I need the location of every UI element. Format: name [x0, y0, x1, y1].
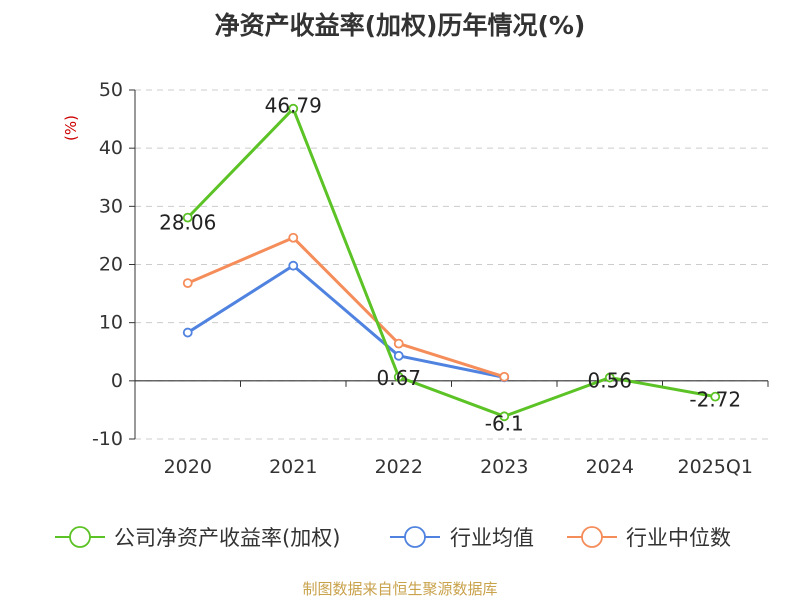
data-point-company [393, 372, 404, 382]
series-line-industry-avg [186, 264, 505, 379]
y-tick-label: 30 [99, 195, 123, 217]
legend-marker-industry-median [581, 526, 603, 548]
data-label: 0.56 [587, 369, 632, 393]
data-point-company [710, 391, 721, 402]
data-point-industry-avg [182, 327, 193, 338]
data-point-company [604, 372, 615, 383]
series-line-industry-median [187, 236, 505, 379]
data-point-company [499, 411, 510, 422]
y-tick-label: 0 [111, 370, 123, 392]
data-label: -2.72 [689, 388, 741, 412]
x-tick-label: 2024 [586, 456, 634, 478]
y-tick-label: 40 [99, 137, 123, 159]
legend-label-company: 公司净资产收益率(加权) [114, 526, 340, 550]
source-note: 制图数据来自恒生聚源数据库 [302, 580, 498, 598]
y-tick-label: 10 [99, 312, 123, 334]
data-point-industry-median [393, 338, 404, 349]
data-label: 0.67 [376, 366, 421, 390]
legend-label-industry-avg: 行业均值 [450, 526, 534, 550]
x-tick-label: 2022 [375, 456, 423, 478]
data-point-company [288, 103, 299, 114]
data-point-industry-median [499, 371, 510, 382]
x-tick-label: 2023 [480, 456, 528, 478]
data-label: 28.06 [159, 211, 216, 235]
x-tick-label: 2020 [164, 456, 212, 478]
legend-label-industry-median: 行业中位数 [626, 526, 731, 550]
y-tick-label: 50 [99, 79, 123, 101]
series-line-company [186, 107, 716, 418]
y-tick-label: -10 [92, 428, 123, 450]
data-label: -6.1 [485, 411, 524, 435]
data-point-industry-median [288, 232, 299, 243]
legend-marker-company [69, 526, 91, 548]
data-label: 46.79 [265, 94, 322, 118]
data-point-industry-avg [288, 260, 299, 271]
x-tick-label: 2021 [269, 456, 317, 478]
data-point-industry-median [182, 278, 193, 289]
x-tick-label: 2025Q1 [678, 456, 753, 478]
data-point-company [182, 212, 193, 223]
data-point-industry-avg [393, 350, 404, 361]
legend-marker-industry-avg [404, 526, 426, 548]
chart-title: 净资产收益率(加权)历年情况(%) [214, 11, 586, 40]
y-axis-label: (%) [62, 115, 80, 141]
y-tick-label: 20 [99, 254, 123, 276]
